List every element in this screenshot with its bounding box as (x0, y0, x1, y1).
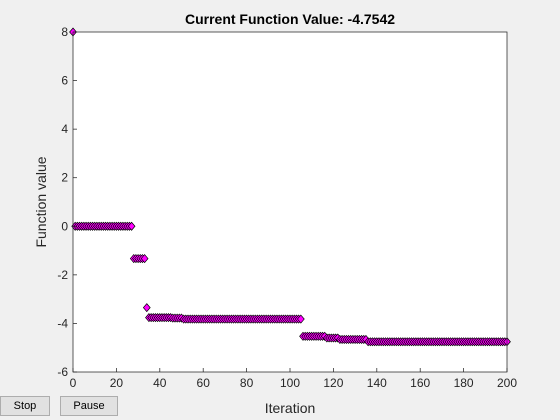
x-tick-label: 20 (110, 376, 124, 390)
y-tick-label: 4 (61, 122, 68, 136)
x-tick-label: 180 (454, 376, 474, 390)
x-axis: 0 20 40 60 80 100 120 140 160 180 200 (70, 368, 517, 390)
y-tick-label: -6 (57, 365, 68, 379)
x-tick-label: 200 (497, 376, 517, 390)
x-tick-label: 140 (367, 376, 387, 390)
data-points-group (69, 27, 511, 347)
x-tick-label: 40 (153, 376, 167, 390)
y-tick-label: 6 (61, 74, 68, 88)
x-tick-label: 120 (323, 376, 343, 390)
y-tick-label: 0 (61, 219, 68, 233)
y-axis-label: Function value (33, 156, 49, 247)
data-point (296, 314, 305, 324)
data-point (140, 254, 149, 264)
y-tick-label: 2 (61, 171, 68, 185)
x-tick-label: 60 (197, 376, 211, 390)
chart-title: Current Function Value: -4.7542 (185, 11, 395, 27)
x-axis-label: Iteration (265, 400, 316, 416)
x-tick-label: 100 (280, 376, 300, 390)
x-tick-label: 160 (410, 376, 430, 390)
pause-button[interactable]: Pause (60, 396, 118, 416)
x-tick-label: 80 (240, 376, 254, 390)
y-axis: -6 -4 -2 0 2 4 6 8 (57, 25, 77, 379)
data-point (127, 221, 136, 231)
stop-button[interactable]: Stop (0, 396, 50, 416)
y-tick-label: -4 (57, 316, 68, 330)
y-tick-label: -2 (57, 268, 68, 282)
data-point (142, 303, 151, 313)
y-tick-label: 8 (61, 25, 68, 39)
x-tick-label: 0 (70, 376, 77, 390)
